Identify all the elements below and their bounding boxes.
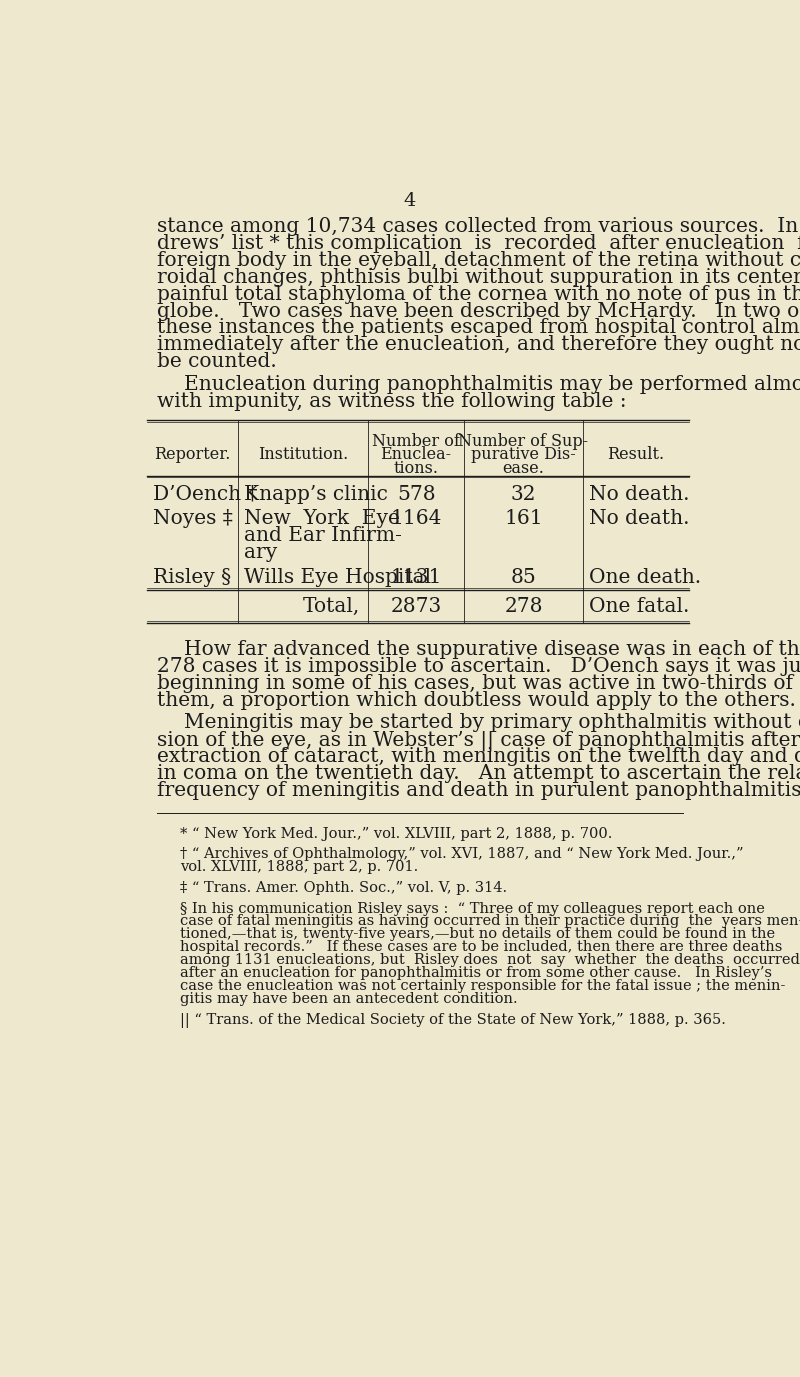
- Text: tioned,—that is, twenty-five years,—but no details of them could be found in the: tioned,—that is, twenty-five years,—but …: [180, 927, 775, 942]
- Text: and Ear Infirm-: and Ear Infirm-: [244, 526, 402, 545]
- Text: Risley §: Risley §: [153, 567, 231, 587]
- Text: 1131: 1131: [390, 567, 442, 587]
- Text: case of fatal meningitis as having occurred in their practice during  the  years: case of fatal meningitis as having occur…: [180, 914, 800, 928]
- Text: † “ Archives of Ophthalmology,” vol. XVI, 1887, and “ New York Med. Jour.,”: † “ Archives of Ophthalmology,” vol. XVI…: [180, 847, 743, 861]
- Text: Enucleation during panophthalmitis may be performed almost: Enucleation during panophthalmitis may b…: [184, 375, 800, 394]
- Text: 278: 278: [504, 598, 542, 617]
- Text: Wills Eye Hospital: Wills Eye Hospital: [244, 567, 431, 587]
- Text: Institution.: Institution.: [258, 446, 348, 464]
- Text: * “ New York Med. Jour.,” vol. XLVIII, part 2, 1888, p. 700.: * “ New York Med. Jour.,” vol. XLVIII, p…: [180, 826, 612, 841]
- Text: purative Dis-: purative Dis-: [471, 446, 576, 464]
- Text: be counted.: be counted.: [157, 353, 276, 372]
- Text: immediately after the enucleation, and therefore they ought not to: immediately after the enucleation, and t…: [157, 336, 800, 354]
- Text: One death.: One death.: [589, 567, 701, 587]
- Text: Meningitis may be started by primary ophthalmitis without exci-: Meningitis may be started by primary oph…: [184, 713, 800, 733]
- Text: D’Oench †: D’Oench †: [153, 485, 258, 504]
- Text: || “ Trans. of the Medical Society of the State of New York,” 1888, p. 365.: || “ Trans. of the Medical Society of th…: [180, 1012, 726, 1027]
- Text: drews’ list * this complication  is  recorded  after enucleation  for: drews’ list * this complication is recor…: [157, 234, 800, 253]
- Text: One fatal.: One fatal.: [589, 598, 690, 617]
- Text: 32: 32: [510, 485, 536, 504]
- Text: gitis may have been an antecedent condition.: gitis may have been an antecedent condit…: [180, 991, 518, 1007]
- Text: painful total staphyloma of the cornea with no note of pus in the: painful total staphyloma of the cornea w…: [157, 285, 800, 303]
- Text: New  York  Eye: New York Eye: [244, 509, 400, 529]
- Text: 278 cases it is impossible to ascertain.   D’Oench says it was just: 278 cases it is impossible to ascertain.…: [157, 657, 800, 676]
- Text: Result.: Result.: [607, 446, 664, 464]
- Text: Number of: Number of: [372, 432, 460, 450]
- Text: frequency of meningitis and death in purulent panophthalmitis with: frequency of meningitis and death in pur…: [157, 781, 800, 800]
- Text: 578: 578: [397, 485, 435, 504]
- Text: with impunity, as witness the following table :: with impunity, as witness the following …: [157, 391, 626, 410]
- Text: Total,: Total,: [303, 598, 360, 617]
- Text: stance among 10,734 cases collected from various sources.  In An-: stance among 10,734 cases collected from…: [157, 216, 800, 235]
- Text: hospital records.”   If these cases are to be included, then there are three dea: hospital records.” If these cases are to…: [180, 940, 782, 954]
- Text: Noyes ‡: Noyes ‡: [153, 509, 233, 529]
- Text: ‡ “ Trans. Amer. Ophth. Soc.,” vol. V, p. 314.: ‡ “ Trans. Amer. Ophth. Soc.,” vol. V, p…: [180, 881, 507, 895]
- Text: among 1131 enucleations, but  Risley does  not  say  whether  the deaths  occurr: among 1131 enucleations, but Risley does…: [180, 953, 800, 967]
- Text: foreign body in the eyeball, detachment of the retina without cho-: foreign body in the eyeball, detachment …: [157, 251, 800, 270]
- Text: How far advanced the suppurative disease was in each of these: How far advanced the suppurative disease…: [184, 640, 800, 660]
- Text: beginning in some of his cases, but was active in two-thirds of: beginning in some of his cases, but was …: [157, 675, 793, 693]
- Text: globe.   Two cases have been described by McHardy.   In two of: globe. Two cases have been described by …: [157, 302, 800, 321]
- Text: 85: 85: [510, 567, 537, 587]
- Text: in coma on the twentieth day.   An attempt to ascertain the relative: in coma on the twentieth day. An attempt…: [157, 764, 800, 784]
- Text: 2873: 2873: [390, 598, 442, 617]
- Text: roidal changes, phthisis bulbi without suppuration in its center, and: roidal changes, phthisis bulbi without s…: [157, 267, 800, 286]
- Text: vol. XLVIII, 1888, part 2, p. 701.: vol. XLVIII, 1888, part 2, p. 701.: [180, 861, 418, 874]
- Text: ease.: ease.: [502, 460, 545, 476]
- Text: § In his communication Risley says :  “ Three of my colleagues report each one: § In his communication Risley says : “ T…: [180, 902, 765, 916]
- Text: ary: ary: [244, 544, 277, 562]
- Text: them, a proportion which doubtless would apply to the others.: them, a proportion which doubtless would…: [157, 691, 795, 711]
- Text: Reporter.: Reporter.: [154, 446, 230, 464]
- Text: Knapp’s clinic: Knapp’s clinic: [244, 485, 388, 504]
- Text: tions.: tions.: [394, 460, 438, 476]
- Text: Enuclea-: Enuclea-: [381, 446, 452, 464]
- Text: Number of Sup-: Number of Sup-: [458, 432, 589, 450]
- Text: 1164: 1164: [390, 509, 442, 529]
- Text: after an enucleation for panophthalmitis or from some other cause.   In Risley’s: after an enucleation for panophthalmitis…: [180, 967, 772, 980]
- Text: No death.: No death.: [589, 485, 690, 504]
- Text: case the enucleation was not certainly responsible for the fatal issue ; the men: case the enucleation was not certainly r…: [180, 979, 786, 993]
- Text: these instances the patients escaped from hospital control almost: these instances the patients escaped fro…: [157, 318, 800, 337]
- Text: extraction of cataract, with meningitis on the twelfth day and death: extraction of cataract, with meningitis …: [157, 748, 800, 767]
- Text: 4: 4: [404, 193, 416, 211]
- Text: sion of the eye, as in Webster’s || case of panophthalmitis after: sion of the eye, as in Webster’s || case…: [157, 730, 800, 750]
- Text: 161: 161: [504, 509, 543, 529]
- Text: No death.: No death.: [589, 509, 690, 529]
